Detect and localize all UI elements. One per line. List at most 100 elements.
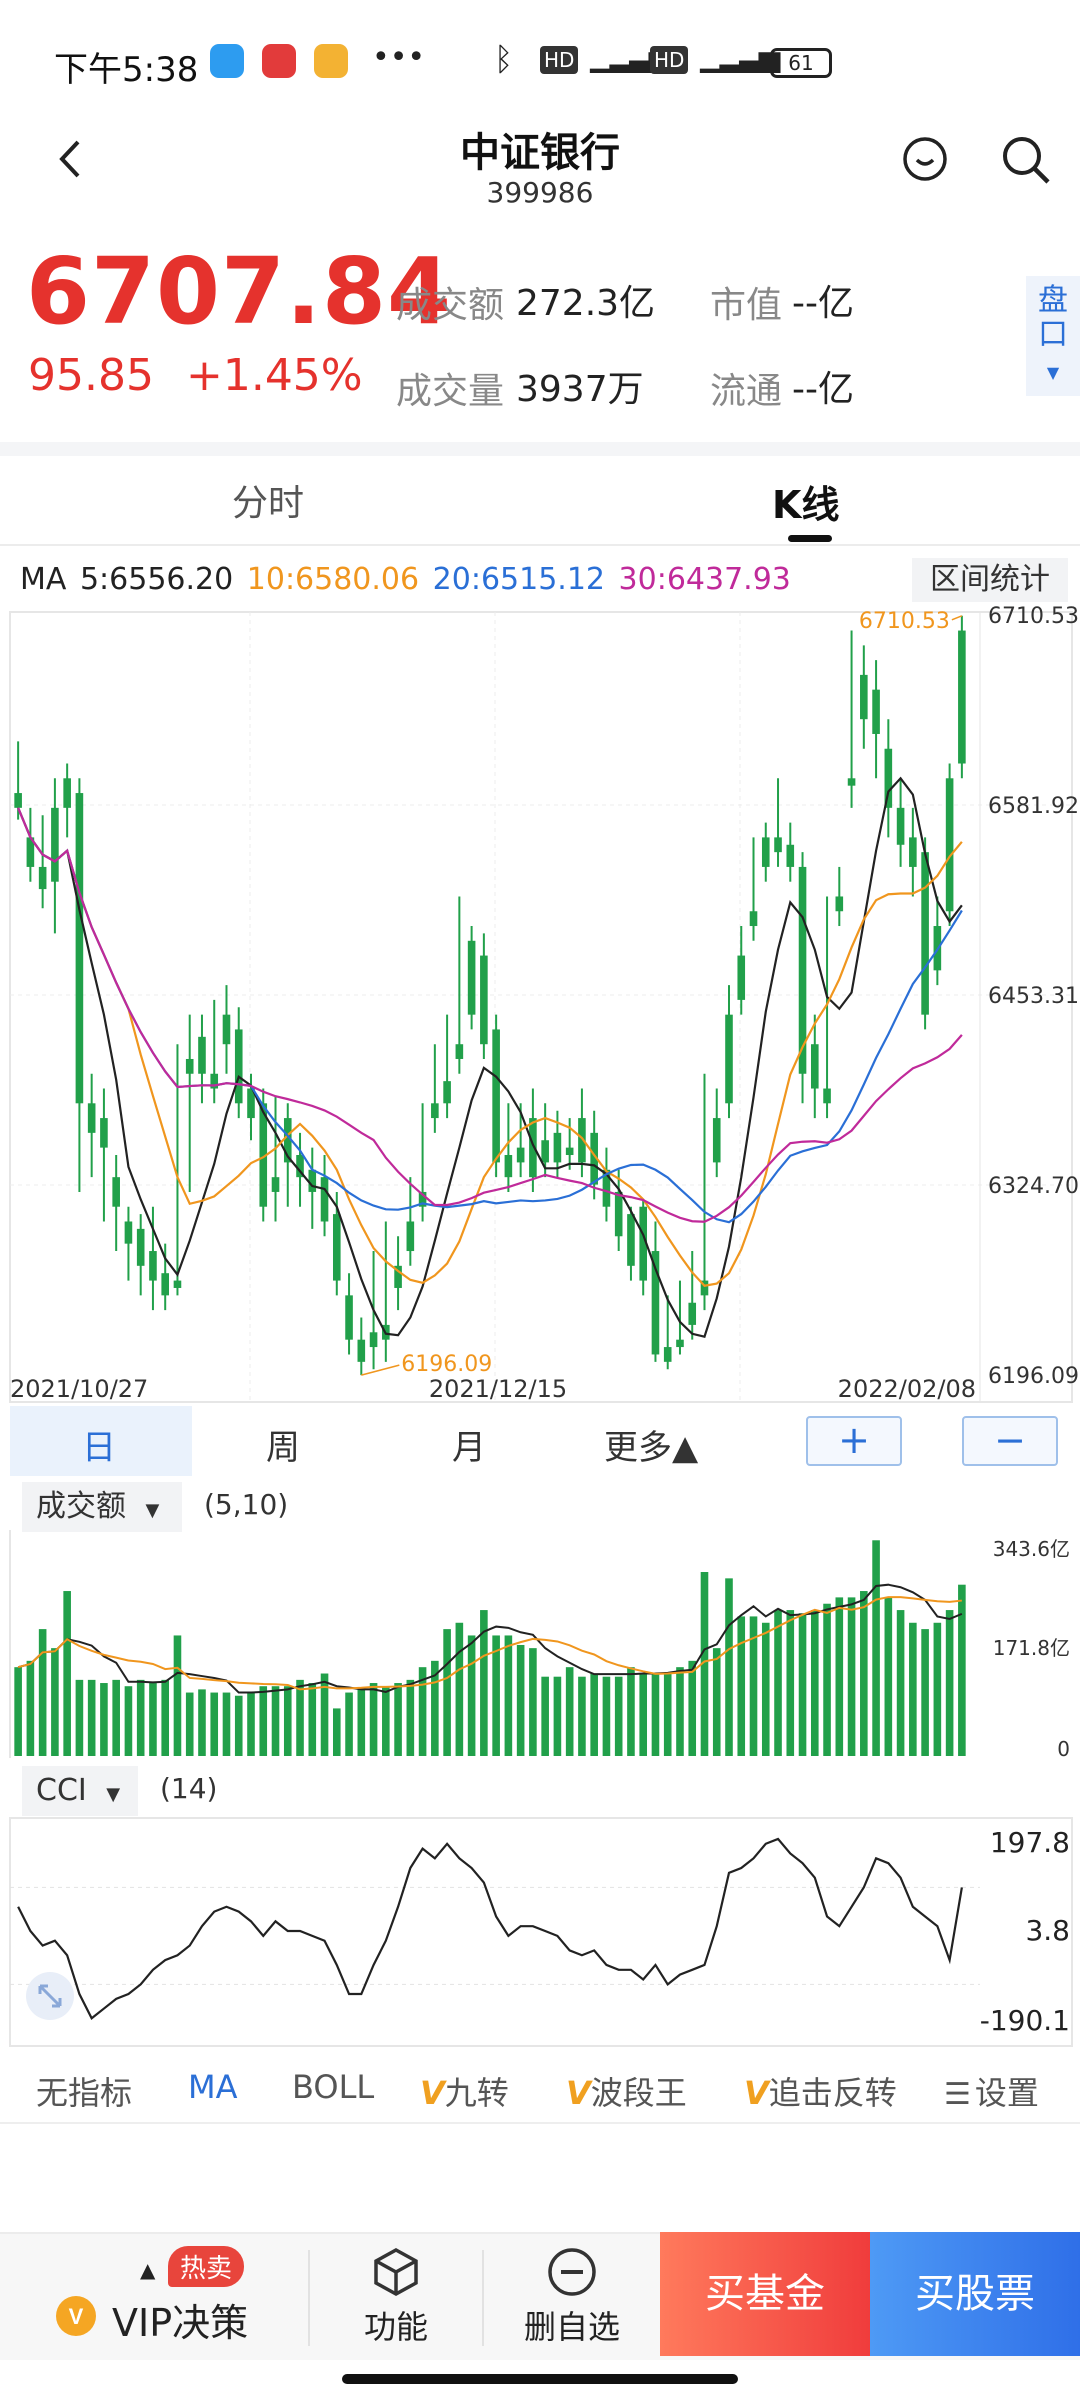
volume-bar xyxy=(418,1667,427,1756)
cci-tick-label: -190.1 xyxy=(980,2004,1070,2037)
tab-kline[interactable]: K线 xyxy=(772,483,840,527)
vip-decision-button[interactable]: 热卖 ▲ V VIP决策 xyxy=(50,2244,300,2352)
order-book-button[interactable]: 盘口 ▼ xyxy=(1026,276,1080,396)
volume-bar xyxy=(860,1591,868,1756)
price-tick-label: 6581.92 xyxy=(988,794,1079,819)
indicator-boduanwang[interactable]: V波段王 xyxy=(566,2068,687,2114)
candle-body xyxy=(149,1251,157,1281)
volume-bar xyxy=(296,1679,304,1756)
candle-body xyxy=(234,1029,243,1104)
volume-bar xyxy=(234,1695,243,1756)
candle xyxy=(860,645,868,749)
ma30-line xyxy=(17,807,963,1223)
candle-body xyxy=(761,837,770,867)
vip-label: VIP决策 xyxy=(112,2301,249,2345)
volume-bar xyxy=(614,1676,623,1756)
bottom-divider xyxy=(308,2250,310,2346)
candle xyxy=(112,1155,120,1252)
back-button[interactable] xyxy=(50,134,90,184)
caret-down-icon: ▼ xyxy=(106,1784,121,1805)
indicator-ma[interactable]: MA xyxy=(188,2068,238,2106)
battery-level: 61 xyxy=(788,51,814,75)
indicator-settings[interactable]: ☰ 设置 xyxy=(944,2068,1039,2114)
candle-body xyxy=(737,955,746,1000)
hot-badge: 热卖 xyxy=(168,2246,245,2287)
candle-body xyxy=(786,844,795,867)
range-stat-button[interactable]: 区间统计 xyxy=(912,558,1068,602)
period-week[interactable]: 周 xyxy=(266,1428,300,1468)
indicator-none[interactable]: 无指标 xyxy=(36,2074,133,2112)
candle-body xyxy=(357,1339,366,1362)
candle xyxy=(737,926,746,1015)
candle-body xyxy=(320,1177,329,1222)
cci-params: (14) xyxy=(160,1772,218,1805)
volume-bar xyxy=(945,1610,954,1756)
candle-body xyxy=(541,1140,549,1163)
price-change: 95.85 +1.45% xyxy=(28,350,363,401)
candle-body xyxy=(835,896,844,912)
candle-body xyxy=(210,1073,219,1089)
zoom-out-button[interactable]: − xyxy=(962,1416,1058,1466)
volume-bar xyxy=(210,1692,219,1756)
candle xyxy=(676,1280,684,1355)
indicator-jiuzhuan[interactable]: V九转 xyxy=(420,2068,509,2114)
candle xyxy=(688,1251,697,1340)
volume-bar xyxy=(75,1679,84,1756)
candle-body xyxy=(492,1029,500,1163)
volume-bar xyxy=(516,1644,525,1756)
candle-body xyxy=(259,1103,268,1207)
chat-button[interactable] xyxy=(900,134,950,184)
candle-body xyxy=(296,1155,304,1178)
volume-bar xyxy=(332,1708,341,1756)
function-button[interactable]: 功能 xyxy=(350,2246,442,2352)
candle xyxy=(504,1103,513,1192)
candle-body xyxy=(222,1014,231,1045)
zoom-in-button[interactable]: + xyxy=(806,1416,902,1466)
volume-bar xyxy=(38,1629,47,1756)
remove-watchlist-button[interactable]: 删自选 xyxy=(514,2246,630,2352)
volume-bar xyxy=(394,1683,402,1756)
volume-indicator-dropdown[interactable]: 成交额 ▼ xyxy=(22,1482,182,1532)
candle xyxy=(541,1103,549,1178)
volume-chart[interactable]: 343.6亿 171.8亿 0 xyxy=(0,1530,1080,1762)
volume-bar xyxy=(810,1610,819,1756)
period-day[interactable]: 日 xyxy=(82,1428,116,1468)
cci-tick-label: 197.8 xyxy=(990,1826,1070,1859)
kline-chart[interactable]: 6710.536581.926453.316324.706196.092021/… xyxy=(0,600,1080,1405)
indicator-settings-label: 设置 xyxy=(974,2074,1039,2112)
volume-bar xyxy=(382,1686,390,1756)
candle xyxy=(38,815,47,909)
candle xyxy=(345,1273,353,1355)
candle xyxy=(663,1295,672,1370)
period-month[interactable]: 月 xyxy=(452,1428,486,1468)
cci-indicator-dropdown[interactable]: CCI ▼ xyxy=(22,1766,138,1816)
indicator-zhuiji[interactable]: V追击反转 xyxy=(744,2068,897,2114)
volume-bar xyxy=(725,1578,733,1756)
ma-legend: MA 5:6556.20 10:6580.06 20:6515.12 30:64… xyxy=(20,562,795,597)
chat-bubble-icon xyxy=(903,137,947,181)
buy-stock-button[interactable]: 买股票 xyxy=(870,2232,1080,2356)
candle xyxy=(467,926,476,1030)
candle xyxy=(161,1243,170,1311)
candle-body xyxy=(38,866,47,890)
volume-bar xyxy=(345,1692,353,1756)
cci-chart[interactable]: 197.8 3.8 -190.1 xyxy=(0,1816,1080,2048)
period-more[interactable]: 更多▲ xyxy=(604,1428,699,1468)
volume-bar xyxy=(896,1610,905,1756)
volume-bar xyxy=(663,1673,672,1756)
chart-frame xyxy=(9,611,1073,1403)
indicator-boll[interactable]: BOLL xyxy=(292,2068,375,2106)
volume-bar xyxy=(529,1648,537,1756)
change-amount: 95.85 xyxy=(28,350,154,401)
candle-body xyxy=(332,1214,341,1281)
volume-bar xyxy=(26,1660,35,1756)
candle xyxy=(761,822,770,882)
buy-fund-button[interactable]: 买基金 xyxy=(660,2232,870,2356)
tab-intraday[interactable]: 分时 xyxy=(232,483,305,524)
candle xyxy=(847,630,856,808)
candle xyxy=(14,741,22,820)
volume-bar xyxy=(467,1635,476,1756)
search-button[interactable] xyxy=(998,132,1054,188)
volume-indicator-label: 成交额 xyxy=(36,1489,126,1524)
volume-ma5-line xyxy=(17,1583,963,1694)
